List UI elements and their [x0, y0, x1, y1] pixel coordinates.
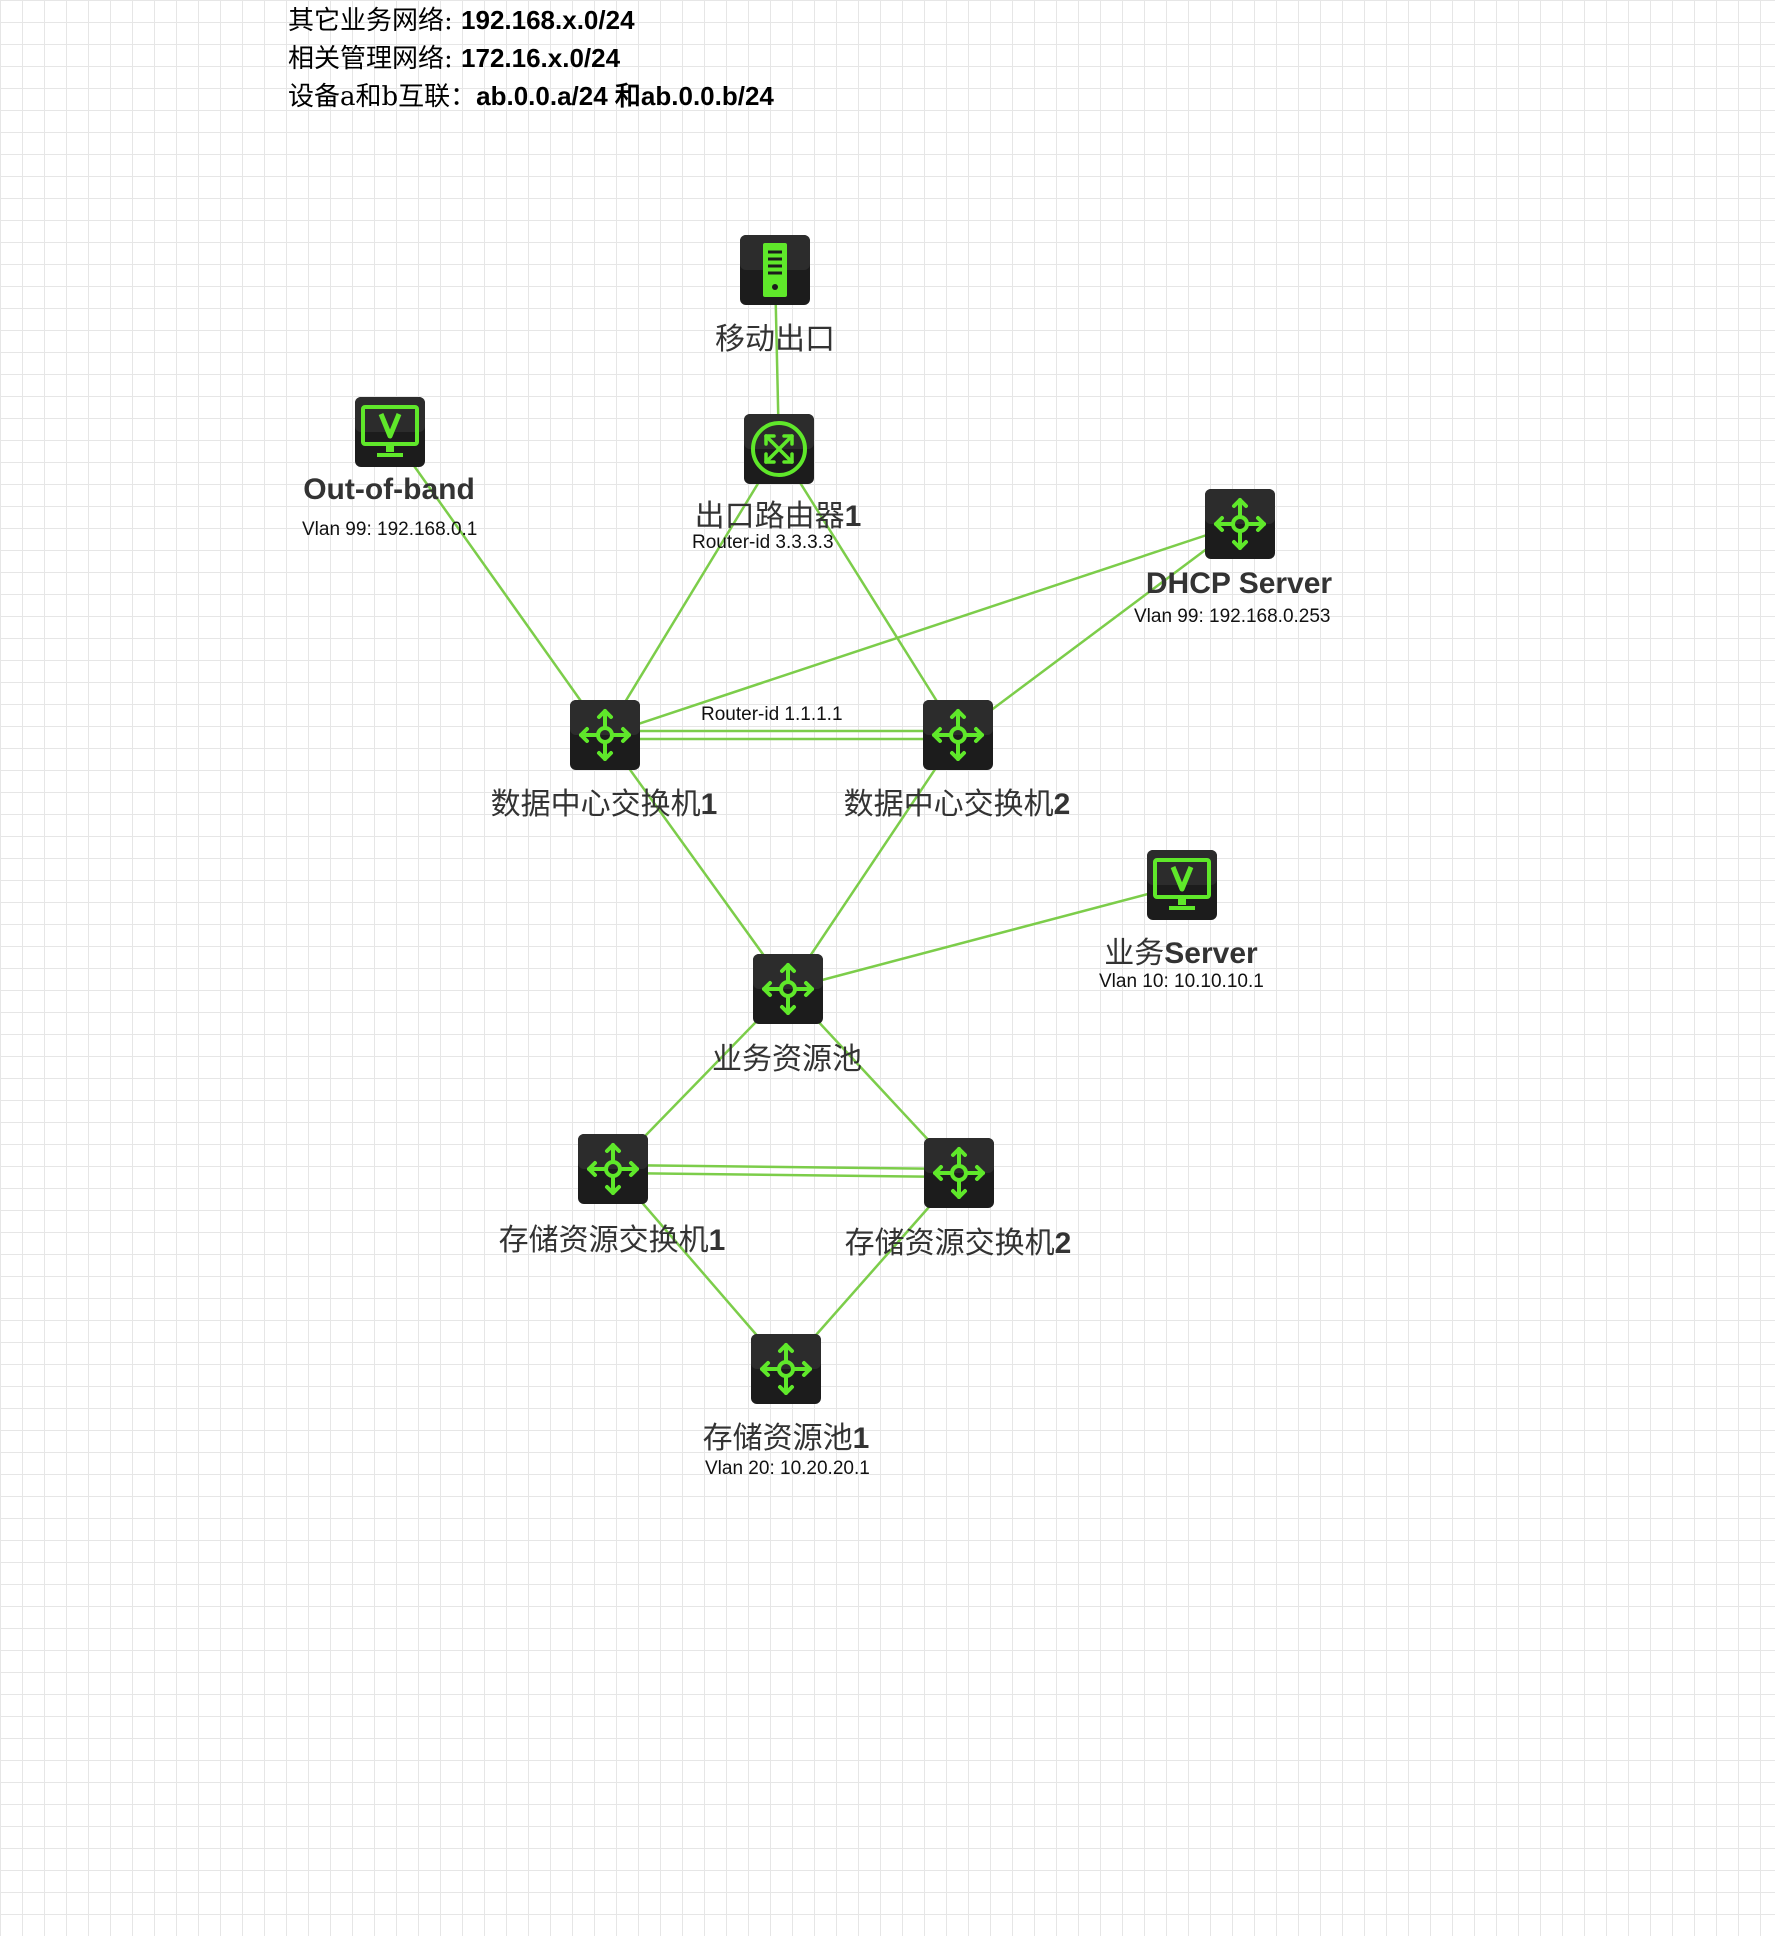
storage-switch-2-icon[interactable]	[924, 1138, 994, 1208]
note-3-key: 设备a和b互联：	[288, 82, 477, 112]
business-server-vlan: Vlan 10: 10.10.10.1	[1099, 971, 1264, 992]
link-business_server-business_pool	[787, 883, 1183, 991]
note-2-key: 相关管理网络:	[288, 44, 462, 74]
out-of-band-label: Out-of-band	[303, 473, 475, 506]
storage-switch-2-label: 存储资源交换机2	[844, 1226, 1072, 1261]
note-2-value: 172.16.x.0/24	[461, 43, 621, 73]
business-server-icon[interactable]	[1147, 850, 1217, 920]
business-pool-label: 业务资源池	[712, 1042, 862, 1077]
link-dhcp_server-dc_switch_1	[604, 522, 1241, 737]
dhcp-switch-icon[interactable]	[1205, 489, 1275, 559]
storage-pool-1-label: 存储资源池1	[702, 1421, 870, 1456]
out-of-band-vlan: Vlan 99: 192.168.0.1	[302, 519, 478, 540]
note-line-1: 其它业务网络: 192.168.x.0/24	[288, 2, 774, 40]
link-storage_switch_1-storage_switch_2	[612, 1171, 959, 1179]
link-dc_switch_2-business_pool	[786, 734, 960, 990]
mobile-exit-label: 移动出口	[715, 322, 835, 357]
dc-switch-2-label: 数据中心交换机2	[843, 787, 1071, 822]
link-exit_router-dc_switch_2	[777, 448, 960, 736]
note-line-2: 相关管理网络: 172.16.x.0/24	[288, 40, 774, 78]
dc-switch-1-label: 数据中心交换机1	[490, 787, 718, 822]
dc-switch-1-icon[interactable]	[570, 700, 640, 770]
dc-interconnect-label: Router-id 1.1.1.1	[701, 704, 843, 725]
dc-switch-2-icon[interactable]	[923, 700, 993, 770]
monitor-icon[interactable]	[355, 397, 425, 467]
storage-pool-1-icon[interactable]	[751, 1334, 821, 1404]
exit-router-label: 出口路由器1	[694, 499, 862, 534]
link-out_of_band-dc_switch_1	[388, 431, 607, 736]
note-1-key: 其它业务网络:	[288, 6, 462, 36]
link-exit_router-dc_switch_1	[603, 448, 781, 736]
storage-pool-1-vlan: Vlan 20: 10.20.20.1	[705, 1458, 870, 1479]
business-server-label: 业务Server	[1104, 936, 1258, 971]
network-plan-notes: 其它业务网络: 192.168.x.0/24 相关管理网络: 172.16.x.…	[288, 2, 774, 116]
link-storage_switch_1-storage_switch_2	[613, 1163, 960, 1171]
storage-switch-1-icon[interactable]	[578, 1134, 648, 1204]
note-3-value: ab.0.0.a/24 和ab.0.0.b/24	[476, 81, 774, 111]
dhcp-server-vlan: Vlan 99: 192.168.0.253	[1134, 606, 1331, 627]
server-icon[interactable]	[740, 235, 810, 305]
link-dhcp_server-dc_switch_2	[957, 522, 1241, 737]
note-1-value: 192.168.x.0/24	[461, 5, 635, 35]
router-icon[interactable]	[744, 414, 814, 484]
business-pool-icon[interactable]	[753, 954, 823, 1024]
exit-router-id: Router-id 3.3.3.3	[692, 532, 834, 553]
link-dc_switch_1-business_pool	[603, 734, 790, 990]
dhcp-server-label: DHCP Server	[1145, 567, 1333, 600]
storage-switch-1-label: 存储资源交换机1	[498, 1223, 726, 1258]
note-line-3: 设备a和b互联：ab.0.0.a/24 和ab.0.0.b/24	[288, 78, 774, 116]
